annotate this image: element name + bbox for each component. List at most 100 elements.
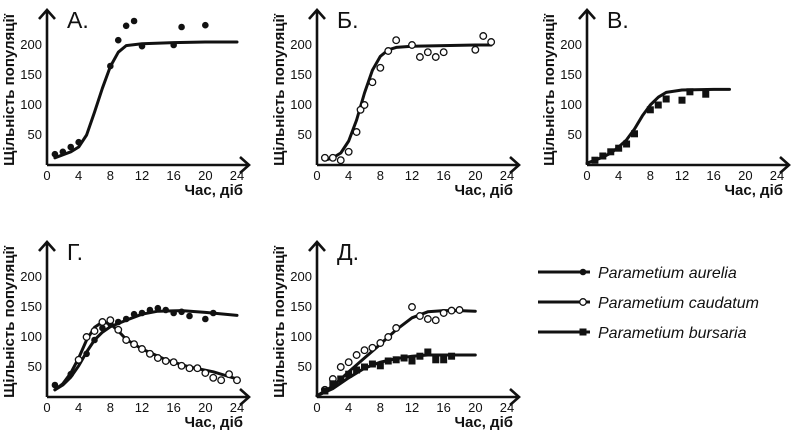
data-point-dot [170, 41, 177, 49]
x-tick-label: 8 [377, 168, 384, 183]
data-point-circle [352, 128, 361, 136]
data-point-square [631, 130, 638, 138]
data-point-circle [447, 306, 456, 315]
data-point-dot [114, 36, 122, 44]
y-axis-label: Щільність популяції [541, 13, 558, 166]
data-point-dot [83, 350, 90, 358]
x-axis-arrow [509, 156, 521, 174]
data-point-dot [75, 138, 82, 146]
legend-marker-square [579, 328, 587, 336]
data-point-circle [106, 316, 115, 325]
data-point-circle [368, 78, 377, 87]
data-point-circle [439, 48, 448, 57]
data-point-circle [384, 333, 393, 341]
y-tick-label: 150 [560, 67, 582, 82]
data-point-circle [336, 363, 345, 371]
chart-panel-a: 0 4 8 12 16 20 24 50 100 150 200 А. Щільність популя… [1, 7, 251, 199]
chart-panel-e: 0 4 8 12 16 20 24 50 100 150 200 Д. Щільність популя… [271, 239, 521, 431]
data-point-circle [360, 346, 369, 355]
legend-label: Parametium aurelia [598, 265, 737, 282]
data-point-dot [146, 306, 154, 314]
x-tick-label: 12 [135, 168, 149, 183]
x-tick-label: 20 [738, 168, 752, 183]
data-point-circle [98, 318, 107, 326]
data-point-circle [153, 354, 162, 362]
data-point-square [345, 370, 353, 378]
data-point-circle [376, 63, 385, 72]
x-tick-label: 8 [107, 168, 114, 183]
data-point-square [424, 348, 432, 356]
data-point-square [329, 380, 337, 388]
data-point-dot [107, 62, 114, 70]
data-point-dot [138, 42, 146, 50]
data-point-circle [471, 45, 480, 54]
data-point-square [392, 356, 400, 364]
data-point-dot [59, 148, 67, 156]
data-point-circle [169, 358, 178, 367]
x-tick-label: 24 [230, 400, 244, 415]
chart-title: В. [607, 7, 629, 33]
x-axis-label: Час, діб [184, 182, 243, 199]
y-tick-label: 100 [560, 97, 582, 112]
data-point-circle [185, 364, 194, 373]
x-axis-label: Час, діб [454, 182, 513, 199]
y-tick-label: 150 [20, 299, 42, 314]
data-point-square [686, 88, 694, 96]
data-point-circle [392, 36, 401, 45]
data-point-square [432, 356, 440, 364]
x-tick-label: 12 [405, 400, 419, 415]
y-tick-label: 100 [20, 329, 42, 344]
data-point-square [440, 356, 448, 364]
y-tick-label: 150 [290, 67, 312, 82]
data-point-dot [130, 17, 138, 25]
y-axis-label: Щільність популяції [1, 245, 18, 398]
data-point-dot [114, 318, 122, 326]
data-point-dot [51, 381, 59, 389]
x-tick-label: 12 [135, 400, 149, 415]
data-point-square [448, 352, 456, 360]
data-point-circle [225, 370, 234, 379]
data-point-circle [368, 343, 377, 352]
data-point-dot [67, 143, 75, 151]
series-curve-dot [53, 40, 239, 160]
legend-label: Parametium bursaria [598, 325, 747, 342]
data-point-circle [328, 153, 337, 162]
data-point-circle [408, 303, 416, 311]
data-point-circle [233, 376, 241, 385]
x-axis-arrow [239, 388, 251, 406]
data-point-circle [201, 369, 210, 377]
y-tick-label: 200 [20, 37, 42, 52]
data-point-circle [320, 153, 329, 162]
data-point-circle [431, 316, 440, 325]
data-point-circle [161, 357, 170, 365]
x-tick-label: 24 [500, 168, 514, 183]
y-axis-arrow [308, 8, 326, 20]
x-tick-label: 4 [345, 400, 352, 415]
data-point-dot [99, 324, 106, 332]
data-point-square [591, 156, 599, 164]
data-point-square [361, 363, 368, 371]
y-tick-label: 50 [298, 127, 312, 142]
data-point-square [408, 357, 416, 365]
data-point-square [678, 96, 686, 104]
x-tick-label: 8 [107, 400, 114, 415]
data-point-square [607, 148, 615, 156]
data-point-dot [130, 310, 138, 318]
x-tick-label: 8 [377, 400, 384, 415]
data-point-circle [455, 306, 464, 314]
data-point-circle [415, 53, 424, 61]
x-tick-label: 20 [468, 168, 482, 183]
x-tick-label: 4 [615, 168, 622, 183]
x-tick-label: 12 [675, 168, 689, 183]
data-point-square [321, 387, 329, 395]
chart-title: Б. [337, 7, 358, 33]
chart-panel-b: 0 4 8 12 16 20 24 50 100 150 200 Б. Щільність популя… [271, 7, 521, 199]
y-tick-label: 200 [290, 37, 312, 52]
data-point-circle [90, 327, 99, 335]
data-point-circle [487, 38, 496, 46]
x-tick-label: 4 [345, 168, 352, 183]
data-point-square [384, 357, 392, 365]
data-point-circle [217, 376, 226, 385]
data-point-circle [344, 147, 353, 156]
